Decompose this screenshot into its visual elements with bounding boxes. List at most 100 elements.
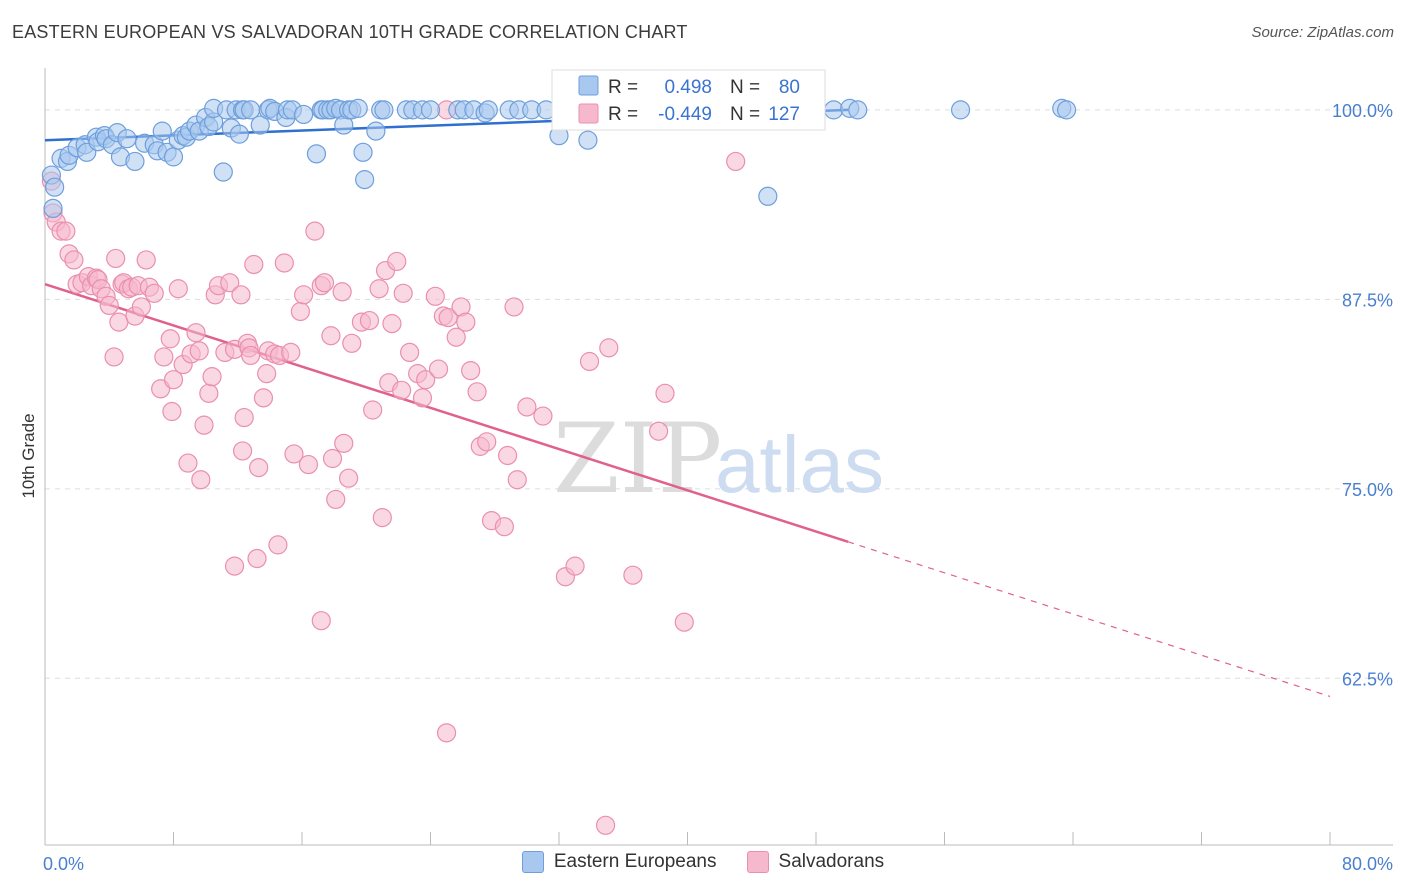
gridlines <box>45 109 1393 679</box>
salvadorans-point-124 <box>595 815 616 835</box>
chart-source: Source: ZipAtlas.com <box>1251 24 1394 41</box>
salvadorans-point-119 <box>311 611 331 631</box>
salvadorans-point-75 <box>334 433 354 453</box>
stats-n-label-pink: N = <box>730 104 760 125</box>
salvadorans-point-113 <box>599 338 619 358</box>
salvadorans-point-64 <box>284 444 304 464</box>
eastern-europeans-point-50 <box>306 144 327 164</box>
eastern-europeans-point-23 <box>163 147 184 167</box>
salvadorans-point-30 <box>154 347 174 367</box>
stats-swatch-blue <box>578 75 599 96</box>
salvadorans-point-112 <box>579 351 600 372</box>
salvadorans-point-41 <box>194 415 214 435</box>
salvadorans-point-85 <box>387 251 407 272</box>
salvadorans-point-88 <box>400 342 420 363</box>
salvadorans-point-86 <box>391 380 412 400</box>
axes <box>44 68 1393 846</box>
stats-r-value-blue: 0.498 <box>664 77 712 98</box>
salvadorans-point-26 <box>136 250 156 270</box>
salvadorans-point-105 <box>498 445 518 466</box>
salvadorans-point-118 <box>372 508 392 528</box>
salvadorans-point-91 <box>416 370 436 390</box>
watermark-zip: ZIP <box>553 403 722 515</box>
eastern-europeans-point-92 <box>758 186 778 206</box>
salvadorans-point-81 <box>369 279 389 299</box>
salvadorans-point-84 <box>382 314 402 334</box>
legend-item-salvadorans: Salvadorans <box>746 851 885 873</box>
salvadorans-point-63 <box>281 342 301 363</box>
salvadorans-point-54 <box>241 345 261 366</box>
x-ticks <box>173 832 1331 845</box>
salvadorans-point-76 <box>338 468 359 488</box>
salvadorans-point-68 <box>305 221 325 241</box>
salvadorans-point-90 <box>412 388 433 408</box>
eastern-europeans-point-63 <box>366 121 386 141</box>
eastern-europeans-point-95 <box>848 100 868 120</box>
salvadorans-point-126 <box>436 723 457 743</box>
salvadorans-point-102 <box>477 432 497 452</box>
salvadorans-point-55 <box>244 254 264 275</box>
eastern-europeans-point-69 <box>420 100 441 120</box>
eastern-europeans-point-74 <box>478 100 498 120</box>
salvadorans-point-4 <box>56 221 76 241</box>
x-tick-label-min: 0.0% <box>43 854 84 874</box>
eastern-europeans-point-1 <box>45 177 65 197</box>
trend-line-extension-1 <box>847 541 1331 698</box>
salvadorans-point-74 <box>332 282 352 302</box>
salvadorans-point-115 <box>648 421 669 441</box>
eastern-europeans-point-49 <box>294 104 314 125</box>
salvadorans-point-121 <box>247 548 267 569</box>
eastern-europeans-point-62 <box>355 170 375 190</box>
stats-swatch-pink <box>578 103 599 124</box>
stats-r-label-pink: R = <box>608 104 638 125</box>
legend-swatch-pink <box>746 851 769 873</box>
salvadorans-point-80 <box>363 400 383 420</box>
eastern-europeans-point-34 <box>213 162 233 182</box>
eastern-europeans-point-93 <box>824 100 844 120</box>
salvadorans-point-57 <box>253 388 274 408</box>
salvadorans-point-70 <box>314 273 335 293</box>
salvadorans-point-16 <box>104 347 124 367</box>
salvadorans-point-125 <box>726 151 746 172</box>
stats-r-label-blue: R = <box>608 77 638 98</box>
salvadorans-point-104 <box>494 517 514 537</box>
salvadorans-point-36 <box>178 453 198 473</box>
salvadorans-point-39 <box>189 341 209 361</box>
salvadorans-point-65 <box>290 301 310 322</box>
salvadorans-point-116 <box>655 383 675 403</box>
salvadorans-point-108 <box>517 397 537 417</box>
eastern-europeans-point-38 <box>229 124 249 144</box>
salvadorans-point-51 <box>234 407 254 428</box>
eastern-europeans-point-2 <box>43 198 63 219</box>
eastern-europeans-point-16 <box>117 129 137 149</box>
eastern-europeans-point-42 <box>250 115 270 135</box>
salvadorans-point-79 <box>359 310 380 331</box>
y-axis-label: 10th Grade <box>19 413 38 498</box>
y-tick-labels: 62.5% 75.0% 87.5% 100.0% <box>1332 101 1393 689</box>
salvadorans-point-58 <box>257 364 277 384</box>
salvadorans-point-122 <box>268 535 288 555</box>
salvadorans-point-66 <box>294 285 314 305</box>
eastern-europeans-points <box>41 98 1077 219</box>
salvadorans-point-106 <box>504 297 524 317</box>
stats-n-value-pink: 127 <box>768 104 800 125</box>
salvadorans-point-17 <box>106 248 126 269</box>
salvadorans-point-107 <box>507 470 527 490</box>
salvadorans-point-43 <box>202 367 222 387</box>
legend-label-salvadorans: Salvadorans <box>778 851 885 872</box>
salvadorans-point-47 <box>220 273 240 293</box>
legend-label-eastern-europeans: Eastern Europeans <box>553 851 717 872</box>
salvadorans-point-111 <box>565 556 585 576</box>
salvadorans-point-95 <box>438 307 458 328</box>
salvadorans-point-18 <box>109 312 129 332</box>
stats-n-value-blue: 80 <box>779 77 800 98</box>
salvadorans-point-92 <box>425 286 445 306</box>
y-tick-label-2: 87.5% <box>1342 290 1393 310</box>
salvadorans-point-15 <box>99 295 119 316</box>
salvadorans-point-50 <box>232 441 253 461</box>
x-tick-label-max: 80.0% <box>1342 854 1393 874</box>
salvadorans-point-34 <box>168 279 188 299</box>
salvadorans-point-6 <box>64 250 84 270</box>
salvadorans-point-99 <box>461 360 481 381</box>
